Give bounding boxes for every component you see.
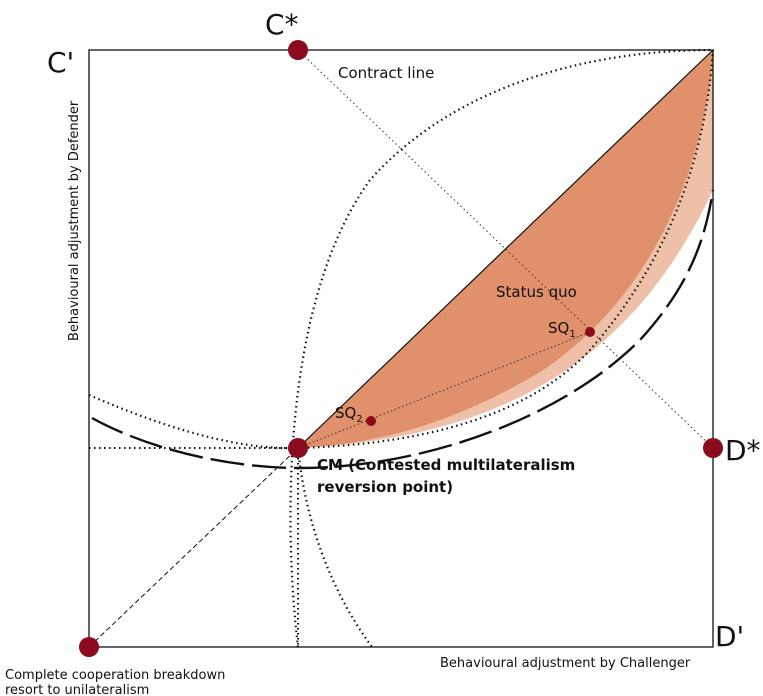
cm-to-corner-line [297,49,714,449]
sq-connector-line [297,331,591,449]
status-quo-label: Status quo [496,283,577,301]
cm-label-line2: reversion point) [317,478,453,496]
breakdown-point [79,637,99,657]
y-axis-label: Behavioural adjustment by Defender [67,100,82,341]
corner-top-left-label: C' [47,46,74,79]
x-axis-label: Behavioural adjustment by Challenger [440,656,691,671]
lower-indifference-curve [88,393,373,648]
d-star-label: D* [725,434,761,467]
sq1-point [585,327,595,337]
sq2-label: SQ2 [335,404,363,425]
challenger-indifference-curve [297,49,715,450]
cm-point [288,438,308,458]
axes-frame [88,49,714,648]
breakdown-label-line2: resort to unilateralism [5,683,149,696]
breakdown-to-cm-line [88,447,299,648]
c-star-point [288,40,308,60]
frontier-dashed-curve [91,189,715,470]
cm-label-line1: CM (Contested multilateralism [317,456,575,474]
breakdown-label-line1: Complete cooperation breakdown [5,668,225,683]
contract-line [297,49,714,449]
cm-label-backdrop [300,450,360,468]
contract-line-label: Contract line [338,64,434,82]
d-star-point [703,438,723,458]
sq1-label: SQ1 [548,319,576,340]
corner-bottom-right-label: D' [715,620,744,653]
sq2-point [366,416,376,426]
c-star-label: C* [265,8,299,41]
